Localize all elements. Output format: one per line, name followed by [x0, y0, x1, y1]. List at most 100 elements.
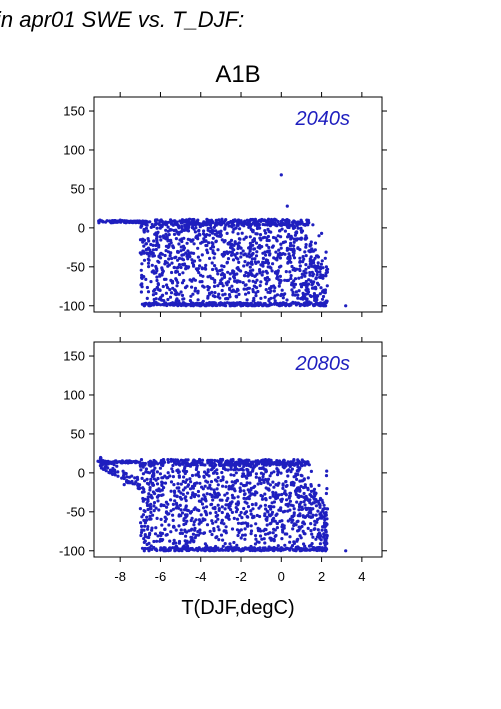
data-point	[155, 267, 159, 271]
data-point	[144, 226, 148, 230]
data-point	[111, 472, 115, 476]
data-point	[223, 542, 227, 546]
data-point	[265, 220, 269, 224]
data-point	[202, 475, 206, 479]
data-point	[296, 537, 300, 542]
data-point	[261, 466, 265, 470]
data-point	[186, 257, 190, 261]
data-point	[166, 458, 170, 462]
y-tick-label: 0	[78, 465, 85, 480]
data-point	[233, 253, 237, 257]
data-point	[159, 517, 163, 522]
data-point	[318, 546, 322, 550]
data-point	[267, 460, 271, 465]
data-point	[324, 250, 328, 254]
data-point	[146, 525, 150, 529]
data-point	[271, 235, 276, 240]
data-point	[277, 493, 281, 497]
data-point	[250, 222, 254, 226]
data-point	[280, 523, 285, 527]
data-point	[314, 254, 319, 258]
data-point	[176, 281, 180, 285]
data-point	[294, 523, 298, 527]
data-point	[160, 481, 165, 485]
data-point	[212, 549, 216, 553]
data-point	[239, 269, 243, 273]
data-point	[198, 280, 202, 284]
x-tick-label: -8	[114, 569, 126, 584]
data-point	[299, 226, 303, 230]
data-point	[320, 498, 324, 502]
data-point	[264, 258, 268, 262]
data-point	[291, 290, 295, 294]
data-point	[202, 531, 206, 536]
data-point	[266, 261, 270, 265]
data-point	[181, 545, 185, 549]
data-point	[171, 301, 175, 305]
data-point	[239, 461, 243, 465]
data-point	[304, 288, 308, 292]
data-point	[242, 287, 246, 291]
data-point	[176, 265, 180, 269]
data-point	[160, 523, 164, 527]
data-point	[321, 289, 325, 293]
data-point	[309, 543, 313, 548]
data-point	[171, 286, 175, 290]
data-point	[159, 238, 163, 242]
data-point	[168, 539, 172, 543]
data-point	[182, 297, 186, 301]
data-point	[179, 528, 183, 532]
data-point	[177, 272, 182, 277]
data-point	[216, 483, 220, 487]
data-point	[266, 480, 270, 484]
data-point	[292, 240, 296, 244]
data-point	[196, 267, 200, 271]
data-point	[290, 288, 294, 292]
data-point	[253, 257, 257, 261]
data-point	[276, 234, 280, 238]
data-point	[236, 257, 240, 261]
data-point	[216, 491, 220, 495]
data-point	[246, 488, 250, 492]
data-point	[311, 281, 315, 286]
data-point	[308, 257, 312, 261]
data-point	[315, 301, 319, 305]
data-point	[223, 493, 227, 497]
data-point	[249, 261, 253, 265]
data-point	[169, 480, 174, 484]
data-point	[139, 521, 143, 525]
data-point	[263, 229, 267, 233]
data-point	[245, 263, 249, 267]
data-point	[235, 460, 239, 464]
data-point	[311, 535, 315, 539]
data-point	[186, 229, 191, 233]
data-point	[210, 228, 214, 232]
data-point	[294, 290, 298, 294]
data-point	[316, 528, 320, 532]
data-point	[161, 461, 165, 465]
data-point	[186, 491, 190, 495]
data-point	[214, 520, 218, 524]
data-point	[300, 479, 304, 483]
data-point	[275, 276, 279, 280]
data-point	[251, 238, 255, 242]
data-point	[320, 231, 324, 235]
data-point	[283, 543, 287, 547]
data-point	[227, 301, 231, 305]
data-point	[243, 492, 247, 496]
data-point	[159, 218, 163, 222]
data-point	[344, 304, 348, 308]
data-point	[169, 278, 173, 282]
data-point	[183, 471, 187, 476]
data-point	[138, 463, 142, 467]
data-point	[301, 529, 305, 534]
data-point	[295, 500, 299, 504]
data-point	[313, 264, 317, 268]
data-point	[299, 285, 304, 289]
data-point	[210, 532, 214, 537]
data-point	[182, 228, 186, 232]
data-point	[239, 467, 243, 471]
data-point	[203, 463, 207, 467]
data-point	[248, 235, 252, 239]
data-point	[179, 482, 183, 486]
